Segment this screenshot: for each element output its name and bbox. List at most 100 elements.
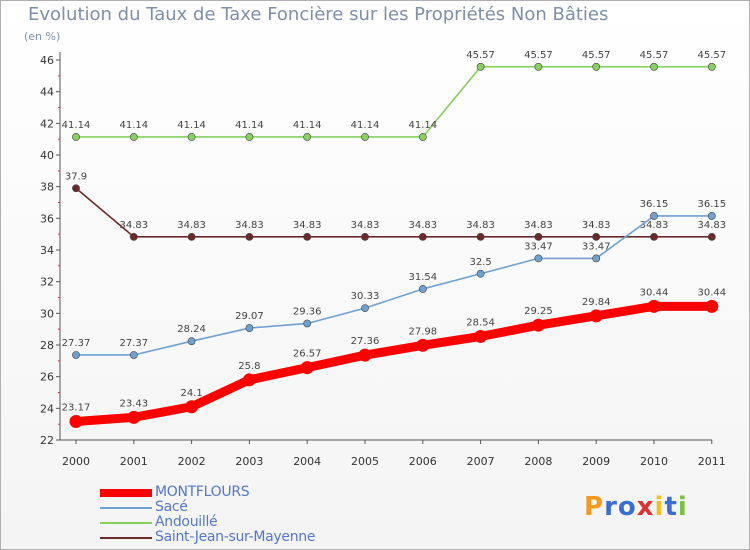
legend-item: Sacé xyxy=(100,500,315,515)
y-tick-label: 26 xyxy=(40,371,54,384)
series-line xyxy=(75,66,713,138)
data-label: 26.57 xyxy=(293,349,322,360)
data-label: 41.14 xyxy=(408,120,437,131)
legend-item: MONTFLOURS xyxy=(100,485,315,500)
data-point xyxy=(187,133,196,141)
data-point xyxy=(242,373,256,387)
data-label: 41.14 xyxy=(351,120,380,131)
data-point xyxy=(476,232,485,241)
y-tick-label: 28 xyxy=(40,339,54,352)
data-point xyxy=(534,232,543,241)
y-tick-label: 42 xyxy=(40,117,54,130)
data-point xyxy=(185,400,199,414)
chart-title: Evolution du Taux de Taxe Foncière sur l… xyxy=(28,4,609,25)
data-label: 28.24 xyxy=(177,324,206,335)
y-tick-label: 34 xyxy=(40,244,54,257)
y-tick-label: 46 xyxy=(40,54,54,67)
data-label: 36.15 xyxy=(697,199,726,210)
data-label: 34.83 xyxy=(119,220,148,231)
data-point xyxy=(127,410,141,424)
data-point xyxy=(592,232,601,241)
proxiti-logo: Proxiti xyxy=(584,492,688,522)
data-point xyxy=(187,337,196,346)
data-point xyxy=(72,351,80,359)
logo-letter: r xyxy=(604,492,618,522)
data-label: 34.83 xyxy=(293,220,322,231)
data-label: 29.07 xyxy=(235,311,264,322)
x-tick-label: 2002 xyxy=(178,455,206,468)
data-label: 41.14 xyxy=(177,120,206,131)
data-point xyxy=(707,212,716,220)
data-point xyxy=(650,62,658,71)
data-label: 41.14 xyxy=(119,120,148,131)
data-label: 25.8 xyxy=(238,361,260,372)
legend-swatch xyxy=(100,521,152,524)
data-label: 34.83 xyxy=(697,220,726,231)
data-label: 34.83 xyxy=(408,220,437,231)
series-sac-: 27.37 27.37 28.24 29.07 29.36 30.33 31.54 32.5 3… xyxy=(62,199,726,359)
data-label: 30.44 xyxy=(697,287,726,298)
data-label: 23.43 xyxy=(119,398,148,409)
data-point xyxy=(647,299,661,313)
data-label: 34.83 xyxy=(640,220,669,231)
data-label: 37.9 xyxy=(65,171,87,182)
data-point xyxy=(534,62,543,71)
y-tick-label: 40 xyxy=(40,149,54,162)
data-label: 27.36 xyxy=(351,336,380,347)
x-tick-label: 2001 xyxy=(120,455,148,468)
series-line xyxy=(71,301,717,426)
logo-letter: o xyxy=(617,492,637,522)
x-tick-label: 2005 xyxy=(351,455,379,468)
data-label: 27.37 xyxy=(62,338,91,349)
series-saint-jean-sur-mayenne: 37.9 34.83 34.83 34.83 34.83 34.83 34.83 34.83 3… xyxy=(65,171,726,241)
data-point xyxy=(69,414,83,428)
data-label: 33.47 xyxy=(582,241,611,252)
data-label: 32.5 xyxy=(469,257,491,268)
logo-letter: i xyxy=(654,492,665,522)
data-point xyxy=(531,318,545,332)
y-tick-label: 32 xyxy=(40,276,54,289)
data-label: 23.17 xyxy=(62,402,91,413)
data-point xyxy=(129,351,138,359)
legend-swatch xyxy=(100,536,152,539)
x-tick-label: 2004 xyxy=(293,455,321,468)
data-label: 34.83 xyxy=(524,220,553,231)
data-point xyxy=(705,299,719,313)
data-point xyxy=(418,285,427,293)
data-point xyxy=(358,348,372,362)
data-point xyxy=(245,133,254,141)
data-label: 34.83 xyxy=(235,220,264,231)
data-point xyxy=(592,62,601,71)
data-point xyxy=(303,133,312,141)
data-label: 29.25 xyxy=(524,306,553,317)
data-point xyxy=(72,184,80,193)
data-point xyxy=(650,232,658,241)
y-tick-label: 36 xyxy=(40,212,54,225)
data-point xyxy=(361,232,369,241)
data-label: 34.83 xyxy=(466,220,495,231)
data-label: 33.47 xyxy=(524,241,553,252)
data-label: 31.54 xyxy=(408,272,437,283)
x-tick-label: 2006 xyxy=(409,455,437,468)
data-point xyxy=(418,133,427,141)
x-tick-label: 2000 xyxy=(62,455,90,468)
legend-item: Saint-Jean-sur-Mayenne xyxy=(100,530,316,545)
data-label: 30.33 xyxy=(351,291,380,302)
data-point xyxy=(589,309,603,323)
legend-label: Sacé xyxy=(155,499,188,515)
legend-swatch xyxy=(100,488,152,497)
data-label: 34.83 xyxy=(582,220,611,231)
x-tick-label: 2011 xyxy=(698,455,726,468)
data-point xyxy=(72,133,80,141)
logo-letter: i xyxy=(677,492,688,522)
y-tick-label: 38 xyxy=(40,181,54,194)
y-tick-label: 44 xyxy=(40,86,54,99)
logo-letter: t xyxy=(664,492,678,522)
data-label: 36.15 xyxy=(640,199,669,210)
data-point xyxy=(592,254,601,263)
data-point xyxy=(707,232,716,241)
data-point xyxy=(187,232,196,241)
y-axis-unit-label: (en %) xyxy=(24,30,61,43)
data-point xyxy=(476,269,485,278)
